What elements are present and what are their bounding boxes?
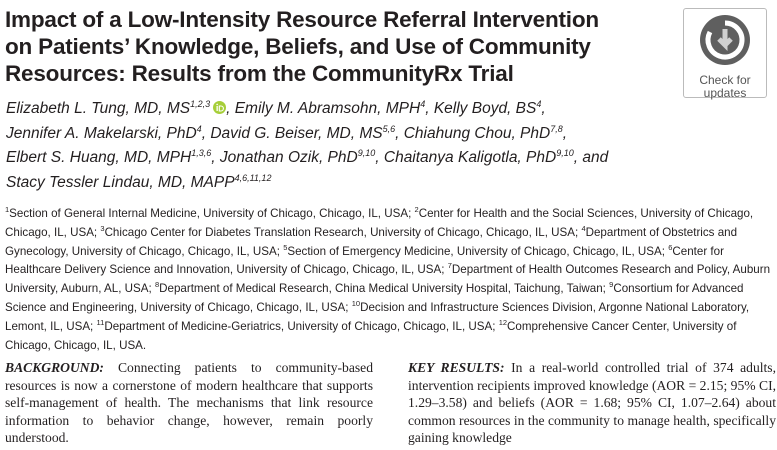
- affil-number: 5: [283, 242, 288, 252]
- author-affil: 9,10: [556, 148, 574, 158]
- section-label: KEY RESULTS:: [408, 360, 505, 375]
- badge-line: updates: [703, 86, 747, 100]
- author-affil: 4: [536, 99, 542, 109]
- separator: ,: [395, 124, 400, 142]
- author-affil: 4: [420, 99, 426, 109]
- author-affil: 9,10: [357, 148, 376, 158]
- title-line: on Patients’ Knowledge, Beliefs, and Use…: [5, 34, 591, 59]
- affil-number: 1: [5, 205, 10, 214]
- abstract-column: KEY RESULTS: In a real-world controlled …: [408, 359, 776, 447]
- author-affil: 4: [196, 123, 202, 134]
- affil-number: 8: [154, 280, 160, 290]
- separator: ,: [562, 124, 568, 142]
- check-updates-badge[interactable]: Check for updates: [683, 8, 767, 100]
- title: Impact of a Low-Intensity Resource Refer…: [5, 6, 655, 87]
- author-name: Jonathan Ozik, PhD: [219, 149, 358, 166]
- affil-number: 12: [498, 317, 508, 327]
- author-name: Emily M. Abramsohn, MPH: [234, 100, 421, 117]
- abstract-column: BACKGROUND: Connecting patients to commu…: [5, 359, 373, 447]
- separator: ,: [375, 149, 380, 166]
- title-line: Impact of a Low-Intensity Resource Refer…: [5, 7, 599, 32]
- author-affil: 7,8: [550, 123, 563, 134]
- affil-number: 10: [351, 298, 361, 308]
- affil-text: Department of Medicine-Geriatrics, Unive…: [104, 319, 496, 333]
- author-name: Chaitanya Kaligotla, PhD: [383, 149, 557, 166]
- author-line: Stacy Tessler Lindau, MD, MAPP4,6,11,12: [6, 171, 608, 196]
- section-text: In a real-world controlled trial of 374 …: [408, 360, 776, 446]
- author-line: Elbert S. Huang, MD, MPH1,3,6, Jonathan …: [6, 146, 608, 171]
- affil-number: 7: [447, 261, 452, 271]
- affil-number: 4: [581, 223, 586, 233]
- affil-number: 3: [100, 223, 105, 233]
- separator: ,: [226, 100, 231, 117]
- affil-text: Center for Health and the Social Science…: [5, 207, 754, 239]
- author-affil: 5,6: [382, 123, 396, 134]
- author-name: Jennifer A. Makelarski, PhD: [6, 124, 197, 142]
- affil-text: Comprehensive Cancer Center, University …: [5, 319, 737, 352]
- separator: ,: [425, 100, 430, 117]
- author-name: Chiahung Chou, PhD: [403, 124, 551, 142]
- author-line: Jennifer A. Makelarski, PhD4, David G. B…: [6, 122, 608, 147]
- author-affil: 4,6,11,12: [234, 172, 272, 183]
- author-name: David G. Beiser, MD, MS: [210, 124, 383, 142]
- affil-number: 2: [414, 205, 419, 214]
- affil-text: Section of Emergency Medicine, Universit…: [287, 244, 665, 258]
- separator: , and: [573, 149, 609, 166]
- orcid-icon[interactable]: [213, 101, 227, 114]
- authors: Elizabeth L. Tung, MD, MS1,2,3, Emily M.…: [6, 97, 608, 195]
- separator: ,: [201, 124, 206, 142]
- affil-text: Consortium for Advanced Science and Engi…: [5, 282, 744, 314]
- affil-text: Department of Health Outcomes Research a…: [5, 263, 771, 296]
- title-line: Resources: Results from the CommunityRx …: [5, 61, 514, 86]
- affil-text: Center for Healthcare Delivery Science a…: [5, 244, 724, 277]
- badge-line: Check for: [699, 73, 751, 87]
- affil-text: Department of Obstetrics and Gynecology,…: [5, 225, 738, 258]
- author-name: Elbert S. Huang, MD, MPH: [6, 149, 192, 166]
- affil-text: Decision and Infrastructure Sciences Div…: [5, 300, 750, 333]
- affil-number: 9: [609, 280, 614, 290]
- author-name: Kelly Boyd, BS: [433, 100, 537, 117]
- badge-icon: [700, 15, 750, 65]
- author-affil: 1,3,6: [191, 148, 212, 158]
- affil-number: 11: [96, 317, 105, 327]
- section-text: Connecting patients to community-based r…: [5, 360, 373, 446]
- separator: ,: [541, 100, 546, 117]
- affil-text: Chicago Center for Diabetes Translation …: [104, 225, 579, 239]
- author-name: Elizabeth L. Tung, MD, MS: [6, 100, 191, 117]
- affil-text: Section of General Internal Medicine, Un…: [9, 207, 412, 220]
- section-label: BACKGROUND:: [5, 360, 104, 375]
- affil-number: 6: [668, 242, 673, 252]
- separator: ,: [211, 149, 216, 166]
- affil-text: Department of Medical Research, China Me…: [159, 282, 606, 296]
- affiliations: 1Section of General Internal Medicine, U…: [5, 205, 777, 355]
- badge-text: Check for updates: [684, 74, 766, 100]
- author-line: Elizabeth L. Tung, MD, MS1,2,3, Emily M.…: [6, 97, 608, 122]
- author-affil: 1,2,3: [190, 99, 211, 109]
- author-name: Stacy Tessler Lindau, MD, MAPP: [6, 173, 235, 191]
